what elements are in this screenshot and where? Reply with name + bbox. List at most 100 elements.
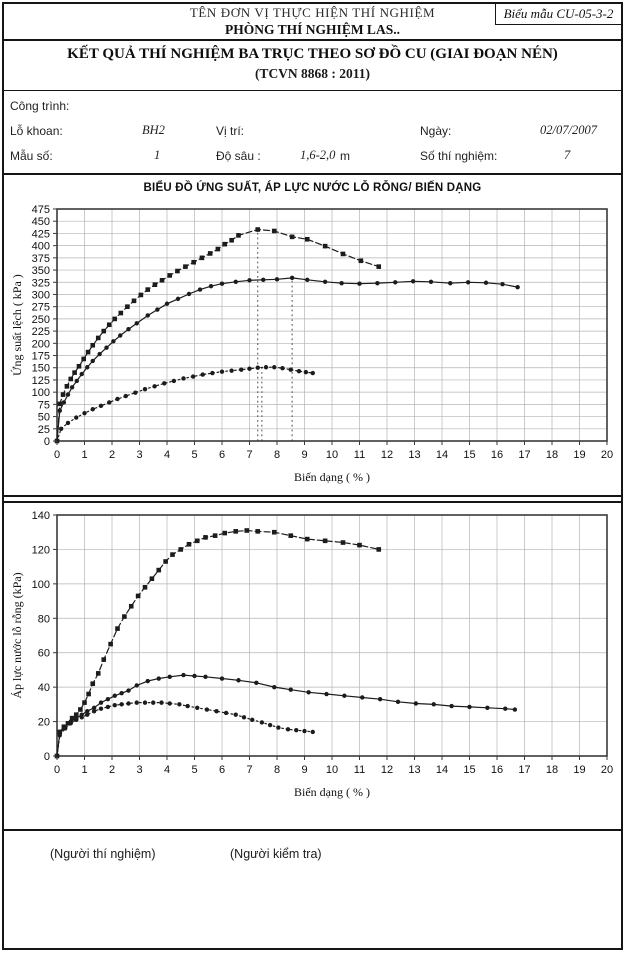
svg-text:425: 425 [32, 228, 50, 240]
marker-circle [410, 279, 416, 284]
marker-square [156, 567, 162, 573]
svg-text:9: 9 [301, 764, 307, 776]
deviator-stress-chart: 0255075100125150175200225250275300325350… [10, 204, 613, 484]
borehole-label: Lỗ khoan: [10, 124, 63, 138]
marker-square [73, 712, 79, 717]
marker-square [81, 356, 86, 362]
svg-text:7: 7 [246, 764, 252, 776]
marker-square [244, 528, 250, 533]
svg-text:60: 60 [38, 648, 50, 660]
marker-circle [448, 281, 453, 286]
marker-circle [85, 365, 90, 370]
marker-square [78, 707, 83, 712]
svg-text:40: 40 [38, 682, 50, 694]
marker-circle [175, 296, 181, 302]
marker-circle [289, 275, 295, 281]
marker-circle [377, 696, 383, 702]
marker-circle [181, 376, 186, 381]
svg-text:450: 450 [32, 216, 50, 228]
marker-square [191, 259, 196, 265]
marker-square [236, 233, 241, 238]
marker-circle [167, 701, 172, 706]
marker-square [118, 310, 124, 316]
marker-square [106, 322, 112, 328]
marker-circle [159, 700, 164, 705]
svg-text:75: 75 [38, 399, 50, 411]
marker-square [357, 542, 362, 548]
series-line [56, 702, 314, 757]
marker-circle [512, 707, 518, 712]
project-label: Công trình: [10, 99, 70, 113]
marker-circle [104, 345, 109, 350]
chart-1-series-2 [54, 672, 518, 759]
marker-circle [236, 678, 241, 683]
svg-text:11: 11 [354, 764, 365, 776]
marker-square [304, 236, 310, 242]
pore-pressure-chart-section: 0 20 40 60 80 100 120 140 0 1 2 3 4 5 6 7 8 9 10 11 12 13 14 15… [4, 501, 621, 831]
marker-square [159, 278, 165, 283]
marker-circle [85, 712, 90, 717]
svg-text:5: 5 [191, 764, 197, 776]
marker-circle [74, 378, 80, 384]
marker-circle [185, 703, 190, 709]
gridlines [56, 208, 608, 442]
marker-square [69, 715, 75, 721]
marker-circle [272, 684, 277, 690]
marker-circle [285, 727, 291, 732]
svg-text:125: 125 [32, 375, 50, 387]
sample-number-label: Mẫu số: [10, 149, 53, 163]
svg-text:225: 225 [32, 326, 50, 338]
marker-square [288, 533, 294, 538]
marker-square [101, 657, 107, 662]
svg-text:14: 14 [436, 764, 448, 776]
checker-signature-label: (Người kiểm tra) [230, 847, 322, 861]
marker-square [95, 671, 101, 676]
marker-square [222, 530, 228, 536]
svg-text:3: 3 [136, 764, 142, 776]
marker-circle [200, 372, 205, 377]
svg-text:150: 150 [32, 363, 50, 375]
marker-circle [97, 351, 102, 357]
marker-square [95, 335, 101, 341]
svg-text:18: 18 [546, 764, 558, 776]
marker-circle [483, 280, 489, 285]
standard-reference: (TCVN 8868 : 2011) [254, 66, 371, 81]
y-axis-label: Ứng suất lệch ( kPa ) [10, 274, 24, 376]
marker-square [125, 304, 130, 309]
marker-circle [61, 400, 67, 405]
marker-square [212, 533, 218, 538]
marker-square [135, 593, 141, 599]
marker-circle [119, 690, 124, 696]
marker-circle [118, 333, 123, 338]
marker-circle [210, 370, 215, 376]
marker-square [340, 540, 346, 545]
title-block: KẾT QUẢ THÍ NGHIỆM BA TRỤC THEO SƠ ĐỒ CU… [4, 41, 621, 91]
marker-circle [204, 707, 210, 712]
marker-circle [119, 702, 124, 707]
svg-text:50: 50 [38, 412, 50, 424]
marker-circle [272, 365, 277, 370]
marker-circle [79, 371, 84, 377]
marker-circle [395, 699, 401, 704]
marker-circle [223, 710, 229, 716]
marker-square [115, 626, 120, 631]
marker-circle [310, 729, 315, 735]
form-code-badge: Biểu mẫu CU-05-3-2 [495, 4, 621, 25]
location-label: Vị trí: [216, 124, 245, 138]
marker-circle [98, 403, 104, 409]
svg-text:8: 8 [274, 764, 280, 776]
marker-square [170, 552, 175, 557]
marker-circle [233, 279, 238, 284]
marker-circle [431, 702, 436, 707]
marker-square [178, 547, 184, 552]
marker-circle [126, 326, 131, 332]
svg-text:80: 80 [38, 613, 50, 625]
marker-circle [134, 321, 139, 326]
svg-text:18: 18 [546, 449, 558, 461]
gridlines [56, 514, 608, 757]
depth-value: 1,6-2,0 [300, 148, 336, 162]
marker-circle [241, 715, 247, 720]
marker-circle [156, 676, 161, 681]
marker-square [163, 559, 168, 564]
svg-text:11: 11 [354, 449, 365, 461]
